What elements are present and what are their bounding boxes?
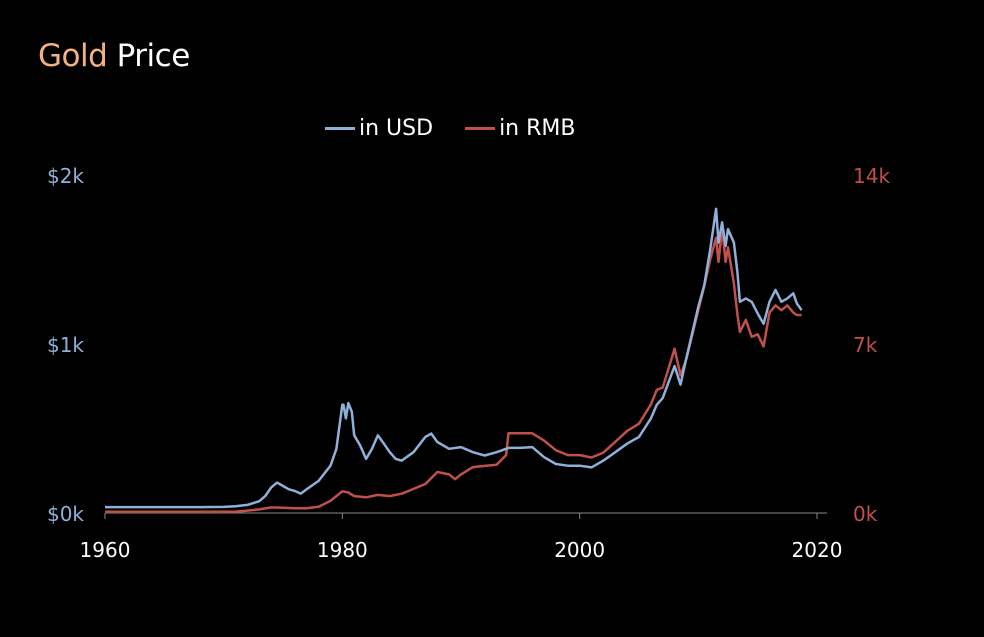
series-line-usd (105, 207, 803, 509)
legend-label-rmb: in RMB (499, 116, 576, 141)
y-tick-label-left: $1k (47, 333, 84, 357)
legend: in USD in RMB (325, 116, 575, 141)
series-line-rmb (105, 226, 802, 514)
y-tick-label-right: 7k (853, 333, 878, 357)
legend-item-rmb: in RMB (465, 116, 575, 141)
title-word-price: Price (116, 38, 191, 74)
legend-swatch-rmb (465, 127, 496, 130)
y-tick-label-left: $0k (47, 502, 84, 526)
title-word-gold: Gold (38, 38, 108, 74)
legend-label-usd: in USD (359, 116, 434, 141)
x-tick-label: 2020 (792, 538, 843, 562)
legend-swatch-usd (325, 127, 355, 130)
y-tick-label-right: 0k (853, 502, 878, 526)
legend-item-usd: in USD (325, 116, 433, 141)
y-tick-label-right: 14k (853, 164, 890, 188)
x-tick-label: 2000 (554, 538, 605, 562)
y-tick-label-left: $2k (47, 164, 84, 188)
chart-title: Gold Price (38, 38, 190, 74)
x-tick-label: 1960 (80, 538, 131, 562)
x-tick-label: 1980 (317, 538, 368, 562)
